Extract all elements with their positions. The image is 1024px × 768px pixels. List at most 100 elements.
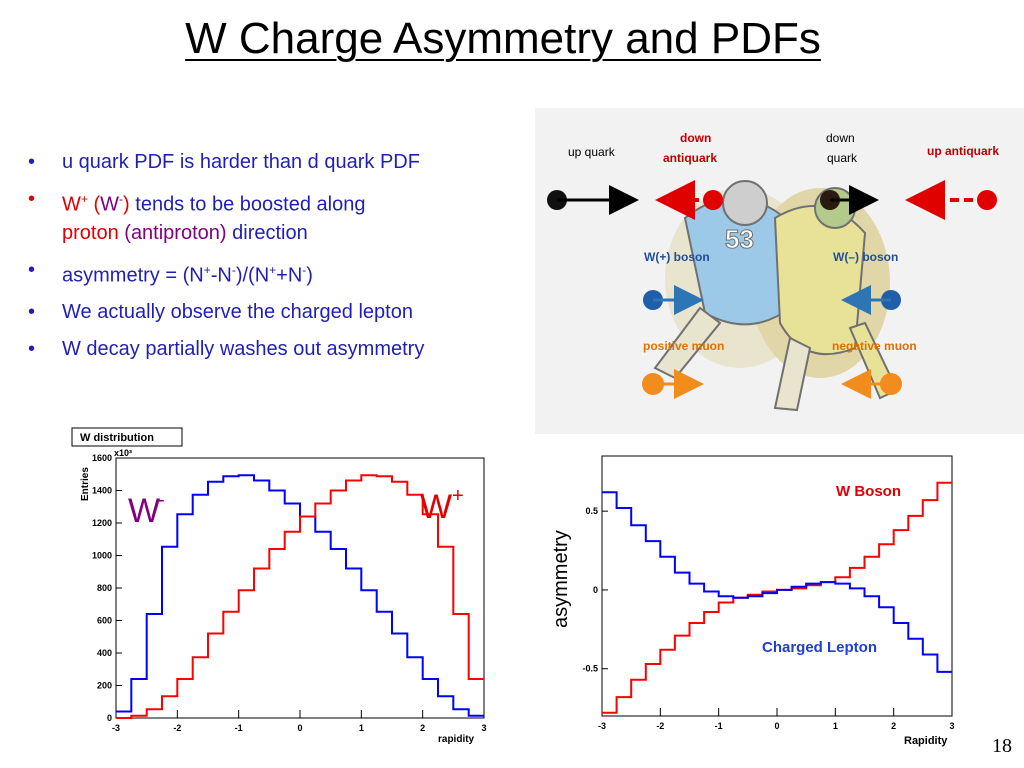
bullet-item: • u quark PDF is harder than d quark PDF [28, 148, 536, 176]
negative-muon-label: negative muon [832, 339, 917, 353]
bullet-marker: • [28, 151, 36, 173]
chart2-ylabel: asymmetry [550, 530, 572, 628]
w-plus-annotation: W [420, 488, 452, 526]
bullet-text: direction [226, 221, 308, 244]
xtick-label: 2 [891, 721, 896, 731]
football-players-illustration: 53 [653, 180, 899, 412]
ytick-label: 200 [97, 681, 112, 691]
w-boson-legend: W Boson [836, 483, 901, 500]
down-quark-label-2: quark [827, 151, 858, 165]
w-plus-annotation-sup: + [452, 485, 464, 507]
asym-sup: - [302, 262, 307, 277]
ytick-label: 1600 [92, 453, 112, 463]
down-antiquark-label-2: antiquark [663, 151, 717, 165]
paren2-open: ( [118, 221, 131, 244]
ytick-label: 1200 [92, 518, 112, 528]
up-antiquark-label: up antiquark [927, 144, 999, 158]
bullet-text: We actually observe the charged lepton [62, 301, 413, 324]
bullet-text: u quark PDF is harder than d quark PDF [62, 151, 420, 173]
bullet-text: W decay partially washes out asymmetry [62, 338, 425, 361]
asym-text: asymmetry = (N [62, 264, 204, 287]
ytick-label: 800 [97, 583, 112, 593]
slide-title: W Charge Asymmetry and PDFs [185, 14, 821, 63]
w-plus-sup: + [80, 192, 88, 206]
series-line-1 [602, 491, 952, 673]
chart1-yticks: 0 200 400 600 800 1000 1200 1400 1600 [92, 453, 122, 723]
ytick-label: -0.5 [582, 664, 598, 674]
chart1-series [116, 474, 484, 719]
xtick-label: 3 [949, 721, 954, 731]
asym-text: -N [210, 264, 232, 287]
asym-sup: - [231, 262, 236, 277]
series-line-0 [116, 474, 484, 717]
bullet-marker: • [28, 301, 36, 324]
xtick-label: -2 [173, 723, 181, 733]
asym-sup: + [269, 262, 277, 277]
ytick-label: 0.5 [585, 506, 598, 516]
xtick-label: 1 [833, 721, 838, 731]
antiproton-word: antiproton [130, 221, 220, 244]
page-number: 18 [992, 735, 1012, 757]
ytick-label: 1000 [92, 551, 112, 561]
xtick-label: 1 [359, 723, 364, 733]
jersey-number: 53 [725, 224, 754, 254]
w-minus-boson-label: W(–) boson [833, 250, 898, 264]
chart1-xlabel: rapidity [438, 734, 475, 745]
asym-text: +N [276, 264, 303, 287]
xtick-label: 3 [481, 723, 486, 733]
ytick-label: 0 [107, 713, 112, 723]
collision-diagram: 53 up quark down antiquark down quark up… [535, 108, 1024, 434]
xtick-label: -3 [598, 721, 606, 731]
xtick-label: -3 [112, 723, 120, 733]
diagram-svg: 53 up quark down antiquark down quark up… [547, 131, 999, 412]
w-plus-label: W [62, 193, 81, 216]
xtick-label: -2 [656, 721, 664, 731]
w-distribution-chart: W distribution x10³ Entries rapidity 020… [71, 427, 487, 745]
ytick-label: 600 [97, 616, 112, 626]
w-minus-annotation-sup: - [158, 489, 165, 511]
chart2-xticks: -3 -2 -1 0 1 2 3 [598, 708, 955, 731]
ytick-label: 400 [97, 648, 112, 658]
series-line-1 [116, 474, 484, 719]
chart1-xticks: -3 -2 -1 0 1 2 3 [112, 710, 487, 733]
chart2-yticks: -0.5 0 0.5 [582, 506, 608, 674]
xtick-label: 0 [774, 721, 779, 731]
down-antiquark-label-1: down [680, 131, 711, 145]
chart2-frame [601, 455, 953, 717]
ytick-label: 1400 [92, 486, 112, 496]
bullet-item: • W decay partially washes out asymmetry [28, 335, 536, 363]
asym-text: ) [306, 264, 313, 287]
asym-text: )/(N [235, 264, 270, 287]
xtick-label: 0 [297, 723, 302, 733]
xtick-label: -1 [715, 721, 723, 731]
bullet-item: • W+ (W-) tends to be boosted along prot… [28, 185, 536, 247]
w-minus-sup: - [119, 192, 124, 206]
chart2-xlabel: Rapidity [904, 735, 948, 747]
positive-muon-label: positive muon [643, 339, 724, 353]
w-minus-annotation: W [128, 492, 160, 530]
paren-open: ( [93, 193, 101, 216]
w-plus-boson-label: W(+) boson [644, 250, 710, 264]
bullet-item: • We actually observe the charged lepton [28, 298, 536, 326]
proton-word: proton [62, 221, 119, 244]
bullet-text: tends to be boosted along [129, 193, 366, 216]
bullet-item: • asymmetry = (N+-N-)/(N++N-) [28, 256, 536, 290]
chart1-ylabel: Entries [80, 467, 91, 501]
bullet-marker: • [28, 188, 36, 210]
paren-close: ) [123, 193, 130, 216]
chart1-title: W distribution [80, 432, 154, 444]
charged-lepton-legend: Charged Lepton [762, 639, 877, 656]
bullet-marker: • [28, 258, 36, 281]
bullet-marker: • [28, 338, 36, 361]
xtick-label: -1 [235, 723, 243, 733]
down-quark-label-1: down [826, 131, 855, 145]
bullet-list: • u quark PDF is harder than d quark PDF… [28, 148, 536, 372]
chart1-title-box [71, 427, 183, 447]
chart2-series [602, 481, 952, 714]
asymmetry-chart: asymmetry Rapidity -0.5 0 0.5 -3 -2 -1 0 1 2 3 W… [550, 455, 955, 747]
xtick-label: 2 [420, 723, 425, 733]
up-quark-label: up quark [568, 145, 616, 159]
asym-sup: + [203, 262, 211, 277]
ytick-label: 0 [593, 585, 598, 595]
paren2-close: ) [219, 221, 227, 244]
